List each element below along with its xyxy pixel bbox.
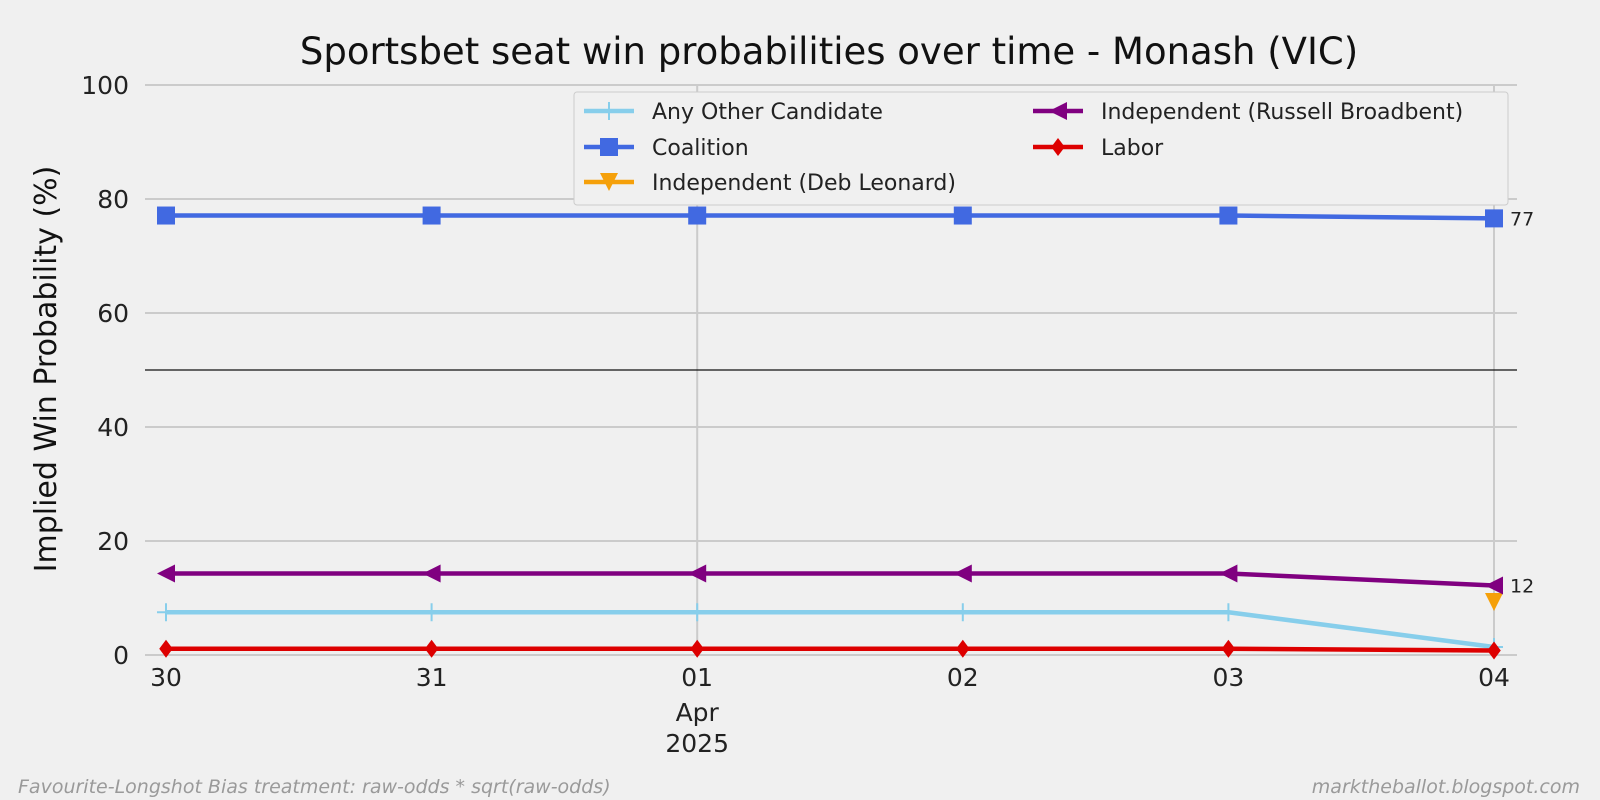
series-layer: 77 12: [157, 206, 1534, 660]
series-line: [166, 213, 1495, 221]
footer-left: Favourite-Longshot Bias treatment: raw-o…: [18, 776, 611, 798]
legend-label: Coalition: [652, 136, 749, 161]
data-point: [1219, 206, 1238, 225]
data-point: [424, 639, 439, 658]
data-point: [1485, 592, 1503, 611]
x-tick-label: 02: [947, 663, 979, 692]
data-point: [1485, 576, 1503, 595]
legend-item: Independent (Deb Leonard): [584, 171, 956, 196]
data-point: [157, 206, 175, 225]
data-point: [953, 603, 972, 622]
x-sublabel: Apr: [676, 698, 720, 727]
data-point: [422, 564, 441, 583]
data-point: [600, 173, 618, 191]
chart-title: Sportsbet seat win probabilities over ti…: [300, 30, 1358, 73]
x-tick-label: 04: [1478, 663, 1510, 692]
x-sublabel: 2025: [665, 729, 729, 758]
legend-label: Independent (Russell Broadbent): [1101, 100, 1463, 125]
series-independent-russell-broadbent: 12: [157, 564, 1534, 597]
series-labor: [159, 639, 1501, 660]
data-point: [1485, 209, 1503, 228]
legend-item: Any Other Candidate: [584, 100, 883, 125]
legend-item: Labor: [1033, 136, 1164, 161]
series-coalition: 77: [157, 206, 1534, 230]
data-point: [688, 206, 707, 225]
footer-right: marktheballot.blogspot.com: [1312, 776, 1580, 798]
legend-label: Labor: [1101, 136, 1164, 161]
data-point: [157, 603, 175, 622]
legend-label: Independent (Deb Leonard): [652, 171, 956, 196]
data-point: [953, 564, 972, 583]
y-axis-label: Implied Win Probability (%): [29, 166, 64, 573]
data-point: [159, 639, 173, 658]
data-point: [953, 206, 972, 225]
legend-item: Coalition: [584, 136, 749, 161]
series-line: [166, 610, 1495, 650]
data-point: [600, 138, 618, 156]
y-tick-label: 0: [113, 641, 129, 670]
data-point: [422, 603, 441, 622]
data-point: [422, 206, 441, 225]
legend-label: Any Other Candidate: [652, 100, 883, 125]
y-tick-label: 20: [97, 527, 129, 556]
data-point: [1487, 641, 1501, 660]
data-point: [1221, 639, 1236, 658]
data-point: [1049, 102, 1067, 120]
y-tick-label: 100: [81, 71, 129, 100]
data-point: [600, 102, 618, 120]
x-tick-label: 31: [416, 663, 448, 692]
data-point: [1219, 603, 1238, 622]
x-tick-label: 30: [150, 663, 182, 692]
legend-item: Independent (Russell Broadbent): [1033, 100, 1463, 125]
data-point: [157, 564, 175, 583]
data-point: [688, 564, 707, 583]
y-tick-label: 40: [97, 413, 129, 442]
legend: Any Other Candidate Coalition Independent …: [573, 91, 1509, 206]
data-point: [956, 639, 970, 658]
series-line: [166, 571, 1495, 588]
x-tick-label: 03: [1212, 663, 1244, 692]
end-value-label: 77: [1510, 208, 1534, 230]
y-tick-label: 60: [97, 299, 129, 328]
data-point: [1219, 564, 1238, 583]
data-point: [688, 603, 707, 622]
data-point: [1051, 138, 1065, 156]
end-value-label: 12: [1510, 575, 1534, 597]
series-line: [166, 646, 1495, 653]
series-independent-deb-leonard: [1485, 592, 1503, 611]
data-point: [690, 639, 704, 658]
x-tick-label: 01: [681, 663, 713, 692]
y-tick-label: 80: [97, 185, 129, 214]
